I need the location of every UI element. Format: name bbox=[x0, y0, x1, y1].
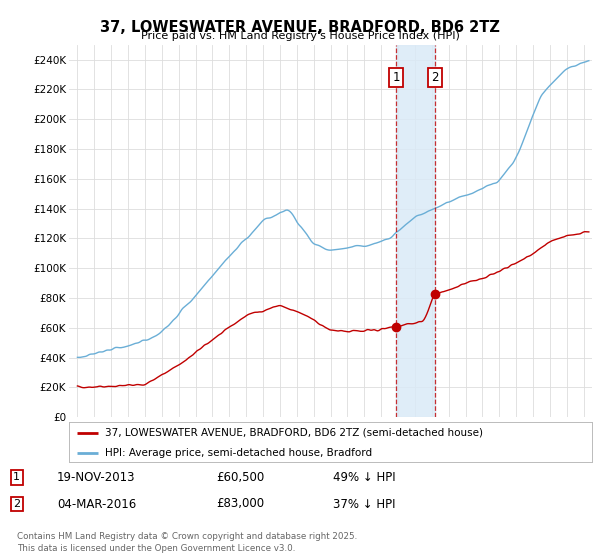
Text: 04-MAR-2016: 04-MAR-2016 bbox=[57, 497, 136, 511]
Text: HPI: Average price, semi-detached house, Bradford: HPI: Average price, semi-detached house,… bbox=[104, 448, 372, 458]
Bar bbox=[396, 45, 435, 417]
Text: £83,000: £83,000 bbox=[216, 497, 264, 511]
Text: 37, LOWESWATER AVENUE, BRADFORD, BD6 2TZ: 37, LOWESWATER AVENUE, BRADFORD, BD6 2TZ bbox=[100, 20, 500, 35]
Text: 1: 1 bbox=[13, 472, 20, 482]
Text: 2: 2 bbox=[13, 499, 20, 509]
Text: £60,500: £60,500 bbox=[216, 470, 264, 484]
Text: 2: 2 bbox=[431, 71, 439, 84]
Text: 19-NOV-2013: 19-NOV-2013 bbox=[57, 470, 136, 484]
Text: 37, LOWESWATER AVENUE, BRADFORD, BD6 2TZ (semi-detached house): 37, LOWESWATER AVENUE, BRADFORD, BD6 2TZ… bbox=[104, 428, 482, 438]
Text: 49% ↓ HPI: 49% ↓ HPI bbox=[333, 470, 395, 484]
Text: 37% ↓ HPI: 37% ↓ HPI bbox=[333, 497, 395, 511]
Text: Price paid vs. HM Land Registry's House Price Index (HPI): Price paid vs. HM Land Registry's House … bbox=[140, 31, 460, 41]
Text: 1: 1 bbox=[392, 71, 400, 84]
Text: Contains HM Land Registry data © Crown copyright and database right 2025.
This d: Contains HM Land Registry data © Crown c… bbox=[17, 532, 357, 553]
